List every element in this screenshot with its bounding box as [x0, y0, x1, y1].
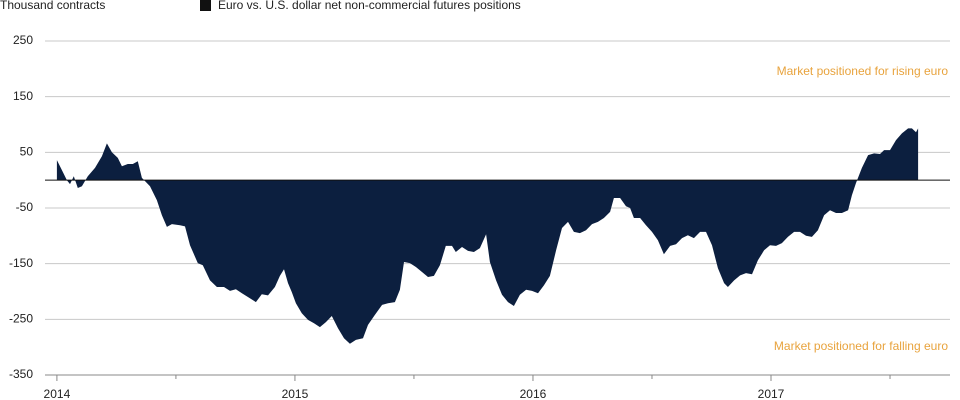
legend-label: Euro vs. U.S. dollar net non-commercial …	[218, 0, 521, 12]
x-tick-label: 2017	[758, 387, 785, 400]
y-tick-label: -250	[9, 312, 33, 326]
annotation: Market positioned for falling euro	[774, 339, 948, 353]
legend-swatch	[200, 0, 211, 11]
area	[56, 128, 919, 344]
x-tick-label: 2014	[44, 387, 71, 400]
x-tick-label: 2016	[520, 387, 547, 400]
y-tick-label: -350	[9, 367, 33, 381]
x-tick-label: 2015	[282, 387, 309, 400]
y-tick-label: -150	[9, 256, 33, 270]
y-tick-label: 150	[13, 89, 33, 103]
y-tick-label: -50	[16, 200, 34, 214]
y-tick-label: 250	[13, 33, 33, 47]
annotation: Market positioned for rising euro	[777, 64, 949, 78]
y-tick-label: 50	[20, 145, 34, 159]
y-axis-label: Thousand contracts	[0, 0, 105, 12]
